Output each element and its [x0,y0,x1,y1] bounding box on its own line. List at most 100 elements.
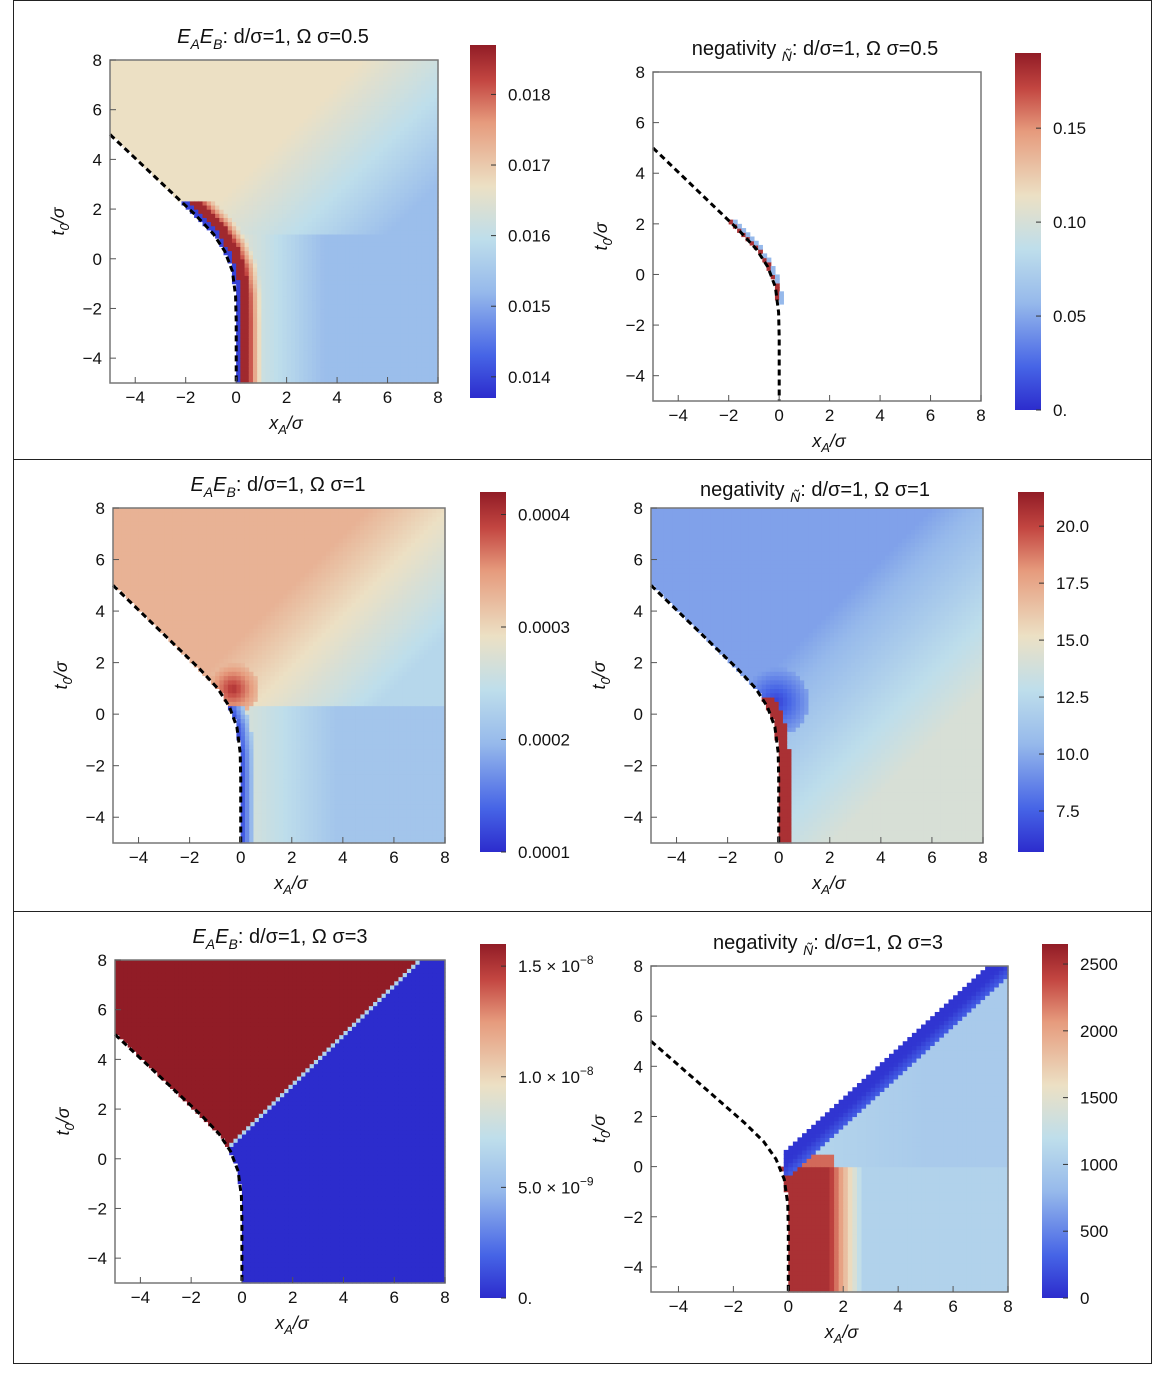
heatmap-cell [308,176,313,181]
heatmap-cell [375,217,380,222]
heatmap-cell [299,159,304,164]
heatmap-cell [207,155,212,160]
heatmap-cell [388,337,393,342]
heatmap-cell [371,313,376,318]
heatmap-cell [203,143,208,148]
heatmap-cell [232,246,237,251]
heatmap-cell [253,271,258,276]
heatmap-cell [375,350,380,355]
heatmap-cell [392,72,397,77]
heatmap-cell [396,375,401,380]
heatmap-cell [409,77,414,82]
heatmap-cell [203,217,208,222]
heatmap-cell [404,101,409,106]
heatmap-cell [118,122,123,127]
heatmap-cell [135,143,140,148]
heatmap-cell [135,147,140,152]
heatmap-cell [329,313,334,318]
heatmap-cell [303,209,308,214]
heatmap-cell [118,126,123,131]
heatmap-cell [388,255,393,260]
heatmap-cell [367,308,372,313]
heatmap-cell [240,68,245,73]
heatmap-cell [215,77,220,82]
heatmap-cell [240,118,245,123]
heatmap-cell [379,143,384,148]
heatmap-cell [207,159,212,164]
heatmap-cell [139,101,144,106]
heatmap-cell [287,342,292,347]
heatmap-cell [350,371,355,376]
heatmap-cell [379,230,384,235]
heatmap-cell [270,242,275,247]
heatmap-cell [425,72,430,77]
heatmap-cell [337,354,342,359]
heatmap-cell [388,205,393,210]
heatmap-cell [299,342,304,347]
heatmap-cell [165,114,170,119]
heatmap-cell [194,143,199,148]
heatmap-cell [430,101,435,106]
heatmap-cell [404,246,409,251]
heatmap-cell [194,159,199,164]
heatmap-cell [375,130,380,135]
heatmap-cell [130,581,135,586]
heatmap-cell [278,172,283,177]
heatmap-cell [203,172,208,177]
heatmap-cell [383,238,388,243]
heatmap-cell [316,139,321,144]
heatmap-cell [367,246,372,251]
heatmap-cell [219,172,224,177]
heatmap-cell [425,168,430,173]
heatmap-cell [362,255,367,260]
heatmap-cell [312,213,317,218]
heatmap-cell [261,168,266,173]
heatmap-cell [135,72,140,77]
heatmap-cell [354,72,359,77]
heatmap-cell [312,234,317,239]
heatmap-cell [413,106,418,111]
heatmap-cell [388,118,393,123]
heatmap-cell [274,337,279,342]
heatmap-cell [333,259,338,264]
heatmap-cell [409,176,414,181]
heatmap-cell [123,81,128,86]
heatmap-cell [404,68,409,73]
heatmap-cell [186,97,191,102]
heatmap-cell [375,371,380,376]
heatmap-cell [215,106,220,111]
heatmap-cell [291,101,296,106]
heatmap-cell [409,118,414,123]
heatmap-cell [186,197,191,202]
heatmap-cell [324,358,329,363]
heatmap-cell [160,93,165,98]
heatmap-cell [135,81,140,86]
heatmap-cell [320,77,325,82]
heatmap-cell [228,139,233,144]
heatmap-cell [362,159,367,164]
heatmap-cell [240,213,245,218]
heatmap-cell [203,126,208,131]
heatmap-cell [291,172,296,177]
heatmap-cell [278,342,283,347]
heatmap-cell [320,64,325,69]
heatmap-cell [131,101,136,106]
heatmap-cell [383,114,388,119]
heatmap-cell [228,130,233,135]
heatmap-cell [329,342,334,347]
heatmap-cell [224,106,229,111]
heatmap-cell [211,110,216,115]
heatmap-cell [270,329,275,334]
heatmap-cell [240,304,245,309]
heatmap-cell [190,97,195,102]
heatmap-cell [358,358,363,363]
heatmap-cell [421,354,426,359]
heatmap-cell [278,246,283,251]
heatmap-cell [409,308,414,313]
heatmap-cell [249,288,254,293]
heatmap-cell [350,77,355,82]
heatmap-cell [409,292,414,297]
heatmap-cell [383,288,388,293]
heatmap-cell [375,205,380,210]
heatmap-cell [165,155,170,160]
